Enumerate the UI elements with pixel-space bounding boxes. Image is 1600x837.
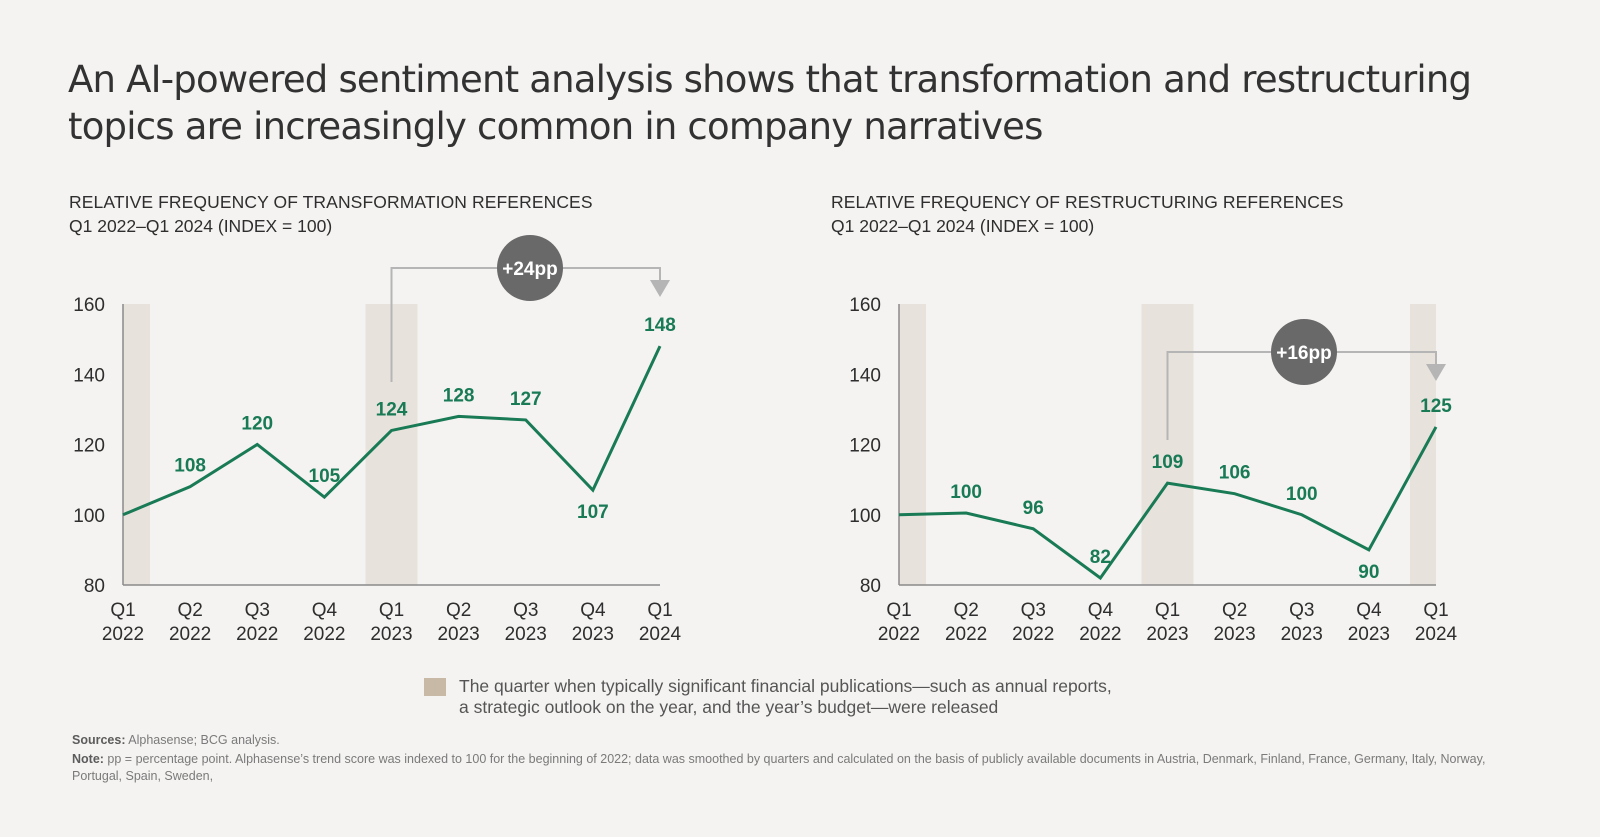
left-x-tick-quarter: Q1 bbox=[647, 600, 672, 621]
right-data-label: 109 bbox=[1152, 452, 1184, 473]
left-x-tick-year: 2023 bbox=[505, 624, 547, 645]
left-x-tick-quarter: Q3 bbox=[513, 600, 538, 621]
sources-text: Alphasense; BCG analysis. bbox=[125, 733, 280, 747]
sources-footnote: Sources: Alphasense; BCG analysis. bbox=[72, 732, 1532, 749]
note-text: pp = percentage point. Alphasense’s tren… bbox=[72, 752, 1486, 783]
title-line-1: An AI-powered sentiment analysis shows t… bbox=[68, 58, 1472, 101]
right-x-tick-quarter: Q4 bbox=[1356, 600, 1382, 621]
right-y-tick-label: 80 bbox=[860, 576, 881, 597]
right-annotation-badge-text: +16pp bbox=[1276, 343, 1331, 364]
left-x-tick-quarter: Q1 bbox=[379, 600, 404, 621]
left-x-tick-year: 2024 bbox=[639, 624, 682, 645]
left-y-tick-label: 80 bbox=[84, 576, 105, 597]
charts-canvas: 80 100 120 140 160 Q1 2022 Q2 2022 Q3 2022 Q4 2022 Q1… bbox=[73, 235, 1458, 645]
right-data-label: 106 bbox=[1219, 463, 1251, 484]
right-chart-header: RELATIVE FREQUENCY OF RESTRUCTURING REFE… bbox=[831, 190, 1343, 238]
right-x-tick-quarter: Q2 bbox=[953, 600, 978, 621]
left-x-tick-quarter: Q3 bbox=[245, 600, 270, 621]
right-y-tick-label: 120 bbox=[849, 436, 881, 457]
legend-text: The quarter when typically significant f… bbox=[459, 676, 1179, 718]
left-x-tick-year: 2022 bbox=[169, 624, 211, 645]
left-data-label: 128 bbox=[443, 385, 475, 406]
right-x-tick-year: 2022 bbox=[1079, 624, 1121, 645]
left-y-tick-label: 100 bbox=[73, 506, 105, 527]
right-x-tick-quarter: Q4 bbox=[1088, 600, 1114, 621]
left-annotation-arrow bbox=[650, 280, 670, 297]
right-x-tick-quarter: Q1 bbox=[1423, 600, 1448, 621]
right-x-tick-quarter: Q3 bbox=[1289, 600, 1314, 621]
left-highlight-band bbox=[123, 304, 150, 585]
left-data-label: 148 bbox=[644, 315, 676, 336]
left-chart-subtitle: Q1 2022–Q1 2024 (INDEX = 100) bbox=[69, 216, 333, 236]
right-x-tick-quarter: Q1 bbox=[886, 600, 911, 621]
right-data-label: 90 bbox=[1358, 562, 1379, 583]
right-data-label: 96 bbox=[1023, 498, 1044, 519]
note-footnote: Note: pp = percentage point. Alphasense’… bbox=[72, 751, 1532, 785]
sources-label: Sources: bbox=[72, 733, 126, 747]
left-data-label: 107 bbox=[577, 502, 609, 523]
legend-line-2: a strategic outlook on the year, and the… bbox=[459, 697, 999, 717]
right-annotation-arrow bbox=[1426, 364, 1446, 381]
left-x-tick-quarter: Q4 bbox=[580, 600, 606, 621]
left-chart-header: RELATIVE FREQUENCY OF TRANSFORMATION REF… bbox=[69, 190, 593, 238]
right-data-label: 125 bbox=[1420, 396, 1452, 417]
right-chart: 80 100 120 140 160 Q1 2022 Q2 2022 Q3 2022 Q4 2022 Q1… bbox=[849, 295, 1457, 645]
left-x-tick-year: 2022 bbox=[102, 624, 144, 645]
right-x-tick-quarter: Q2 bbox=[1222, 600, 1247, 621]
left-annotation-badge-text: +24pp bbox=[502, 259, 557, 280]
right-x-tick-year: 2023 bbox=[1348, 624, 1390, 645]
left-x-tick-quarter: Q2 bbox=[446, 600, 471, 621]
left-data-label: 108 bbox=[174, 456, 206, 477]
left-x-tick-year: 2022 bbox=[303, 624, 345, 645]
right-x-tick-year: 2023 bbox=[1146, 624, 1188, 645]
right-y-tick-label: 140 bbox=[849, 365, 881, 386]
left-data-label: 120 bbox=[241, 414, 273, 435]
right-chart-subtitle: Q1 2022–Q1 2024 (INDEX = 100) bbox=[831, 216, 1095, 236]
right-x-tick-year: 2023 bbox=[1213, 624, 1255, 645]
note-label: Note: bbox=[72, 752, 104, 766]
right-data-label: 100 bbox=[1286, 484, 1318, 505]
right-data-label: 100 bbox=[950, 482, 982, 503]
left-y-tick-label: 160 bbox=[73, 295, 105, 316]
right-y-tick-label: 160 bbox=[849, 295, 881, 316]
right-x-tick-year: 2024 bbox=[1415, 624, 1458, 645]
right-y-tick-label: 100 bbox=[849, 506, 881, 527]
left-x-tick-year: 2023 bbox=[370, 624, 412, 645]
left-x-tick-quarter: Q4 bbox=[312, 600, 338, 621]
left-data-label: 105 bbox=[309, 466, 341, 487]
title-line-2: topics are increasingly common in compan… bbox=[68, 105, 1043, 148]
legend-line-1: The quarter when typically significant f… bbox=[459, 676, 1112, 696]
right-highlight-band bbox=[899, 304, 926, 585]
right-x-tick-year: 2022 bbox=[945, 624, 987, 645]
left-y-tick-label: 140 bbox=[73, 365, 105, 386]
right-highlight-band bbox=[1141, 304, 1194, 585]
left-x-tick-quarter: Q1 bbox=[110, 600, 135, 621]
right-chart-title: RELATIVE FREQUENCY OF RESTRUCTURING REFE… bbox=[831, 192, 1344, 212]
left-x-tick-year: 2022 bbox=[236, 624, 278, 645]
left-data-label: 124 bbox=[376, 399, 408, 420]
left-x-tick-year: 2023 bbox=[437, 624, 479, 645]
right-annotation-badge bbox=[1271, 319, 1337, 385]
right-highlight-band bbox=[1410, 304, 1436, 585]
right-x-tick-quarter: Q1 bbox=[1155, 600, 1180, 621]
left-series-line bbox=[122, 345, 662, 517]
left-y-tick-label: 120 bbox=[73, 436, 105, 457]
left-data-label: 127 bbox=[510, 389, 542, 410]
legend-swatch bbox=[424, 678, 446, 696]
right-data-label: 82 bbox=[1090, 547, 1111, 568]
right-x-tick-year: 2022 bbox=[1012, 624, 1054, 645]
right-x-tick-year: 2022 bbox=[878, 624, 920, 645]
left-chart: 80 100 120 140 160 Q1 2022 Q2 2022 Q3 2022 Q4 2022 Q1… bbox=[73, 235, 682, 645]
page-title: An AI-powered sentiment analysis shows t… bbox=[68, 56, 1528, 150]
left-x-tick-year: 2023 bbox=[572, 624, 614, 645]
legend: The quarter when typically significant f… bbox=[424, 676, 1179, 718]
right-x-tick-year: 2023 bbox=[1281, 624, 1323, 645]
left-chart-title: RELATIVE FREQUENCY OF TRANSFORMATION REF… bbox=[69, 192, 593, 212]
right-x-tick-quarter: Q3 bbox=[1021, 600, 1046, 621]
left-x-tick-quarter: Q2 bbox=[177, 600, 202, 621]
left-annotation-badge bbox=[497, 235, 563, 301]
right-series-line bbox=[898, 426, 1438, 581]
